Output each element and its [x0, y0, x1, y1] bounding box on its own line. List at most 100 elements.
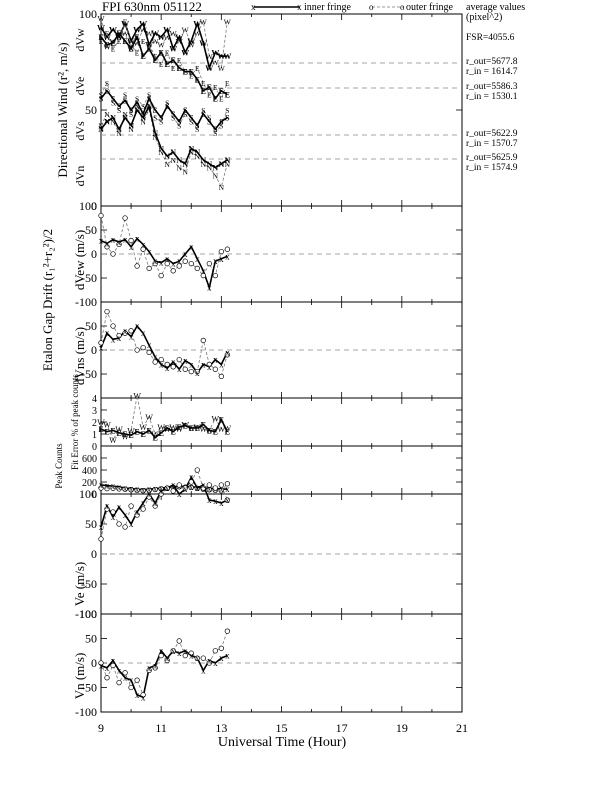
outer-point: W: [164, 33, 172, 42]
point-E: E: [146, 426, 151, 435]
series-label: dVn: [73, 166, 87, 187]
inner-point: N: [200, 156, 206, 165]
outer-point: N: [116, 129, 122, 138]
outer-point: [140, 488, 146, 494]
point-W: W: [127, 426, 135, 435]
inner-point: S: [165, 102, 170, 111]
outer-point: [170, 488, 176, 494]
inner-point: W: [169, 45, 177, 54]
y-tick-label: 0: [91, 199, 97, 213]
point-E: E: [177, 423, 182, 432]
outer-point: S: [177, 121, 181, 130]
x-tick-label: 21: [456, 721, 468, 735]
point-E: E: [104, 428, 109, 437]
point-E: E: [152, 434, 157, 443]
inner-point: E: [116, 29, 121, 38]
outer-point: [104, 244, 110, 250]
outer-point: S: [201, 106, 205, 115]
outer-point: [98, 536, 104, 542]
point-E: E: [207, 426, 212, 435]
y-tick-label: 2: [92, 418, 97, 429]
inner-point: W: [205, 64, 213, 73]
inner-point: x: [219, 484, 224, 494]
inner-point: S: [159, 114, 164, 123]
inner-point: S: [213, 125, 218, 134]
inner-point: x: [159, 486, 164, 496]
outer-point: [122, 330, 128, 336]
point-W: W: [175, 425, 183, 434]
group-label-directional-wind: Directional Wind (r², m/s): [55, 42, 70, 177]
series-inner: [100, 324, 229, 375]
inner-point: x: [105, 663, 110, 673]
inner-point: x: [147, 247, 152, 257]
side-value-s-in: r_in = 1570.7: [466, 139, 518, 149]
outer-point: [128, 237, 134, 244]
series-dVn-inner: [100, 103, 228, 169]
outer-point: E: [165, 48, 170, 57]
outer-point: [206, 660, 212, 666]
outer-point: E: [123, 18, 128, 27]
outer-point: [110, 323, 116, 329]
outer-point: N: [213, 171, 219, 180]
point-W: W: [139, 423, 147, 432]
inner-point: x: [129, 242, 134, 252]
outer-point: W: [103, 43, 111, 52]
outer-point: [146, 349, 152, 356]
y-tick-label: -50: [81, 367, 97, 381]
outer-point: [206, 482, 212, 488]
outer-point: E: [141, 37, 146, 46]
inner-point: x: [123, 510, 128, 520]
inner-point: x: [153, 498, 158, 508]
inner-point: W: [211, 48, 219, 57]
legend: x x inner fringe o o outer fringe: [251, 2, 453, 13]
inner-point: x: [183, 484, 188, 494]
outer-point: N: [104, 110, 110, 119]
outer-point: N: [219, 183, 225, 192]
inner-point: N: [218, 160, 224, 169]
outer-point: N: [195, 152, 201, 161]
outer-point: N: [140, 118, 146, 127]
inner-point: x: [219, 359, 224, 369]
point-W: W: [103, 420, 111, 429]
x-tick-label: 9: [98, 721, 104, 735]
side-value-fsr: FSR=4055.6: [466, 33, 515, 43]
inner-point: E: [225, 91, 230, 100]
outer-point: [194, 368, 200, 375]
inner-point: N: [194, 148, 200, 157]
inner-point: x: [171, 646, 176, 656]
x-tick-label: 13: [215, 721, 227, 735]
outer-point: [152, 260, 158, 267]
inner-point: W: [127, 37, 135, 46]
outer-point: N: [128, 125, 134, 134]
outer-point: E: [159, 60, 164, 69]
point-E: E: [201, 420, 206, 429]
series-E: [100, 417, 229, 439]
inner-point: x: [165, 363, 170, 373]
outer-point: [116, 486, 122, 492]
outer-point: [224, 497, 231, 503]
inner-point: E: [134, 33, 139, 42]
legend-inner-label: inner fringe: [304, 2, 351, 13]
inner-point: x: [135, 690, 140, 700]
inner-point: x: [225, 484, 230, 494]
series-dVw-outer: [100, 17, 228, 69]
y-tick-label: 0: [91, 656, 97, 670]
inner-point: W: [157, 33, 165, 42]
inner-point: x: [201, 480, 206, 490]
inner-point: x: [189, 651, 194, 661]
outer-point: [218, 645, 224, 651]
outer-point: [146, 494, 152, 500]
point-W: W: [115, 425, 123, 434]
outer-point: S: [147, 91, 151, 100]
side-value-e-in: r_in = 1530.1: [466, 92, 518, 102]
inner-point: E: [189, 68, 194, 77]
outer-point: [218, 373, 224, 380]
outer-point: S: [183, 110, 187, 119]
y-tick-label: 200: [82, 478, 97, 489]
inner-point: S: [219, 118, 224, 127]
inner-point: W: [121, 20, 129, 29]
inner-point: x: [117, 333, 122, 343]
outer-point: W: [182, 25, 190, 34]
inner-point: x: [177, 256, 182, 266]
